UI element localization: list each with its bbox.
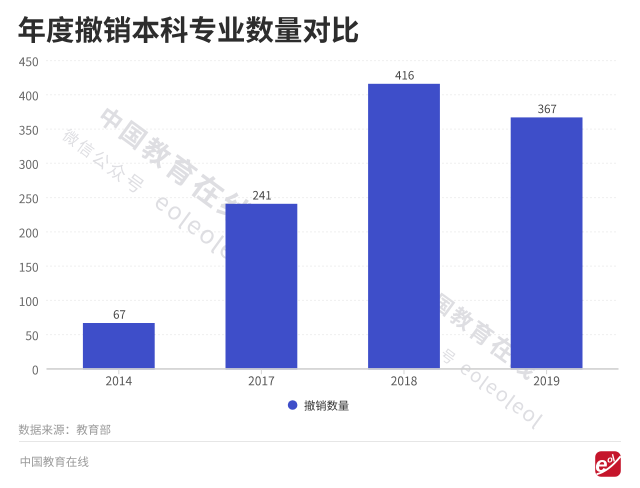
svg-text:o: o xyxy=(607,455,613,465)
svg-text:l: l xyxy=(610,453,617,464)
svg-text:e: e xyxy=(595,452,607,477)
